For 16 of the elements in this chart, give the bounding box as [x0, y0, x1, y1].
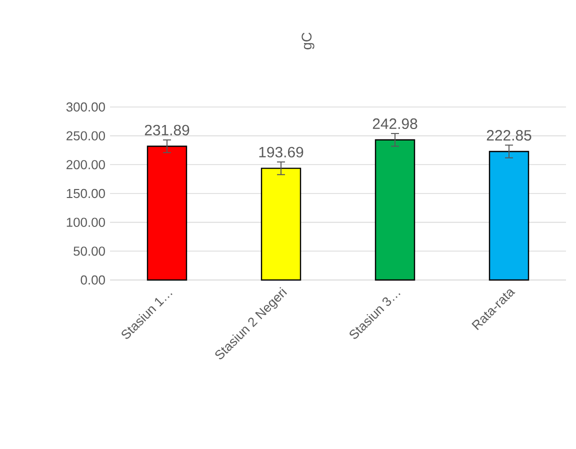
- chart-title: gC: [302, 32, 314, 50]
- data-label: 242.98: [372, 118, 418, 130]
- y-tick-label: 300.00: [66, 102, 105, 112]
- data-label: 222.85: [486, 130, 532, 141]
- y-tick-label: 100.00: [66, 218, 105, 227]
- bar: [374, 139, 416, 281]
- data-label: 193.69: [259, 146, 304, 158]
- data-label: 231.89: [144, 124, 190, 136]
- y-tick-label: 250.00: [66, 131, 105, 140]
- y-tick-label: 150.00: [66, 188, 105, 198]
- bar: [260, 168, 302, 281]
- y-tick-label: 50.00: [74, 246, 105, 256]
- y-tick-label: 0.00: [80, 275, 105, 285]
- bar: [146, 146, 188, 281]
- bar: [488, 150, 530, 281]
- y-tick-label: 200.00: [66, 160, 105, 170]
